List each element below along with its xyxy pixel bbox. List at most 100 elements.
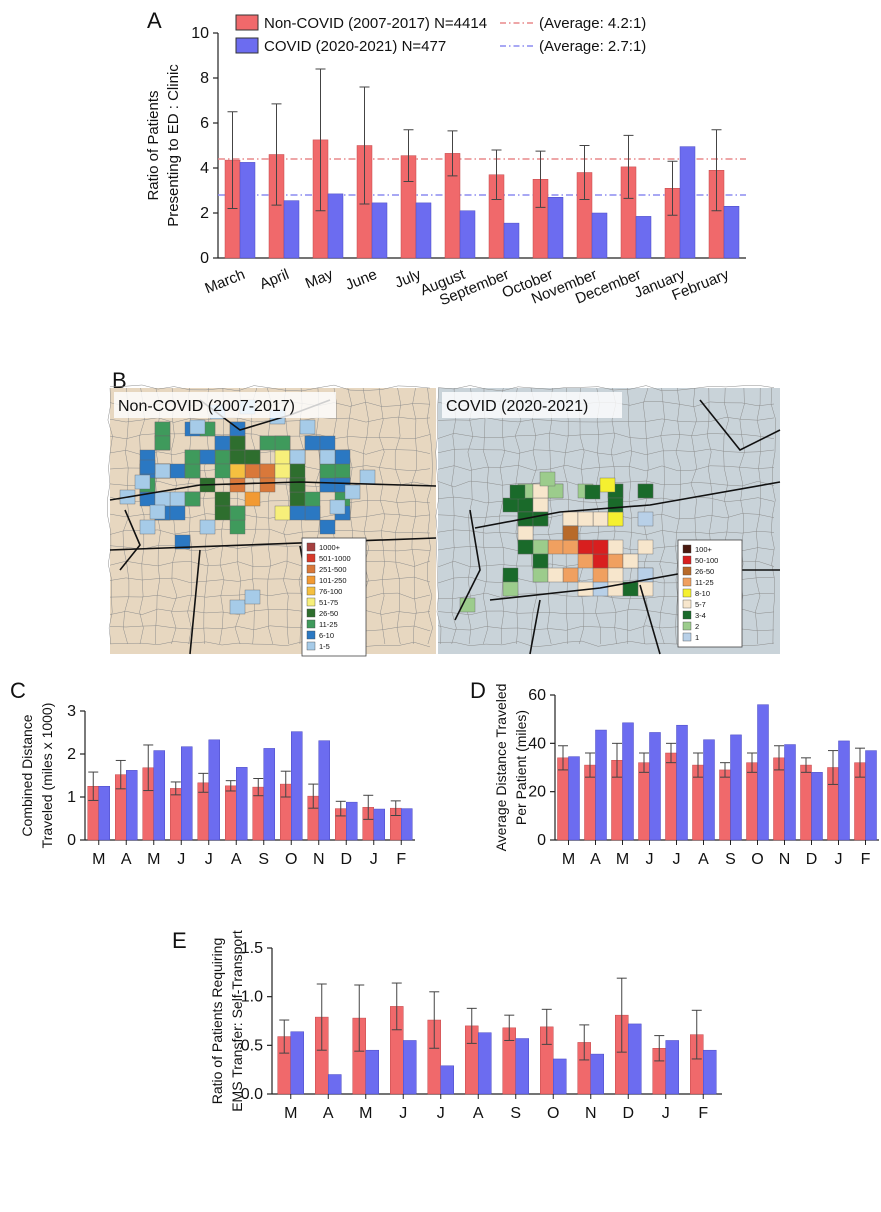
county-cell [359,469,376,485]
map-title: COVID (2020-2021) [446,398,588,415]
map-legend-swatch [306,597,316,607]
map-legend-swatch [306,608,316,618]
county-cell [154,435,171,451]
county-cell [274,505,291,521]
bar-covid [208,739,220,841]
county-border [437,385,775,392]
county-border [109,560,431,568]
map-legend-swatch [682,566,692,576]
y-tick-label: 40 [528,735,546,752]
county-cell [547,539,564,555]
county-cell [289,463,306,479]
county-border [109,449,431,456]
bar-noncovid [665,752,677,841]
x-tick-label: A [590,851,601,868]
county-border [122,387,130,645]
bar-covid [865,750,877,841]
county-border [626,387,633,645]
county-border [659,387,665,645]
x-tick-label: D [340,851,352,868]
county-cell [329,499,346,515]
county-cell [229,477,246,493]
county-cell [169,491,186,507]
bar-covid [239,162,256,259]
map-legend-swatch [306,641,316,651]
bar-covid [676,724,688,841]
x-tick-label: May [303,266,336,293]
x-tick-label: J [662,1105,670,1122]
county-cell [229,505,246,521]
county-cell [607,567,624,583]
county-cell [502,567,519,583]
county-cell [229,463,246,479]
county-border [675,387,681,645]
y-tick-label: 3 [67,703,76,720]
x-tick-label: D [806,851,818,868]
bar-covid [838,740,850,841]
county-cell [259,463,276,479]
county-border [437,529,775,536]
bar-covid [568,756,580,841]
bar-covid [327,193,344,259]
map-legend-swatch [682,577,692,587]
map-legend-swatch [306,575,316,585]
county-cell [517,539,534,555]
county-cell [214,449,231,465]
county-cell [229,449,246,465]
bar-covid [371,202,388,259]
county-border [426,387,433,645]
map-legend-label: 501-1000 [319,554,351,563]
county-cell [199,519,216,535]
x-tick-label: M [562,851,575,868]
x-tick-label: J [205,851,213,868]
panel-d-label: D [470,678,486,703]
x-tick-label: J [835,851,843,868]
bar-covid [757,704,769,841]
state-border [639,584,661,655]
county-border [378,387,386,645]
bar-covid [126,770,138,841]
county-cell [214,463,231,479]
county-cell [532,553,549,569]
county-cell [229,435,246,451]
bar-covid [635,216,652,259]
bar-covid [318,740,330,841]
state-border [474,481,781,529]
county-cell [319,519,336,535]
x-tick-label: J [673,851,681,868]
county-cell [244,463,261,479]
x-tick-label: April [257,266,291,293]
y-tick-label: 1.5 [241,940,263,957]
x-tick-label: S [510,1105,521,1122]
map-legend-label: 2 [695,622,699,631]
county-border [435,387,442,645]
map-legend-label: 1000+ [319,543,341,552]
y-tick-label: 0 [200,250,209,267]
county-cell [304,491,321,507]
panel-d-chart: D 0 20 40 60 Average Distance Traveled Per Pa… [470,678,879,868]
map-legend-swatch [682,599,692,609]
county-border [754,387,762,645]
map-legend-swatch [682,610,692,620]
county-cell [154,491,171,507]
panel-a-chart: A 0 2 4 6 8 10 Ratio of Patients Presenting to … [145,8,746,309]
county-cell [532,567,549,583]
county-cell [214,491,231,507]
panel-a-legend: Non-COVID (2007-2017) N=4414 COVID (2020… [235,14,646,55]
county-cell [184,449,201,465]
map-legend-swatch [306,564,316,574]
bar-covid [478,1032,492,1095]
county-cell [304,505,321,521]
y-tick-label: 0.0 [241,1086,263,1103]
bar-covid [415,202,432,259]
county-cell [229,519,246,535]
county-cell [637,483,654,499]
bar-covid [811,772,823,841]
state-border [454,509,481,621]
county-cell [134,474,151,490]
county-border [437,448,775,456]
bar-covid [365,1049,379,1095]
panel-e-chart: E 0.0 0.5 1.0 1.5 Ratio of Patients Requirin… [172,928,722,1122]
x-tick-label: A [323,1105,334,1122]
x-tick-label: N [779,851,791,868]
